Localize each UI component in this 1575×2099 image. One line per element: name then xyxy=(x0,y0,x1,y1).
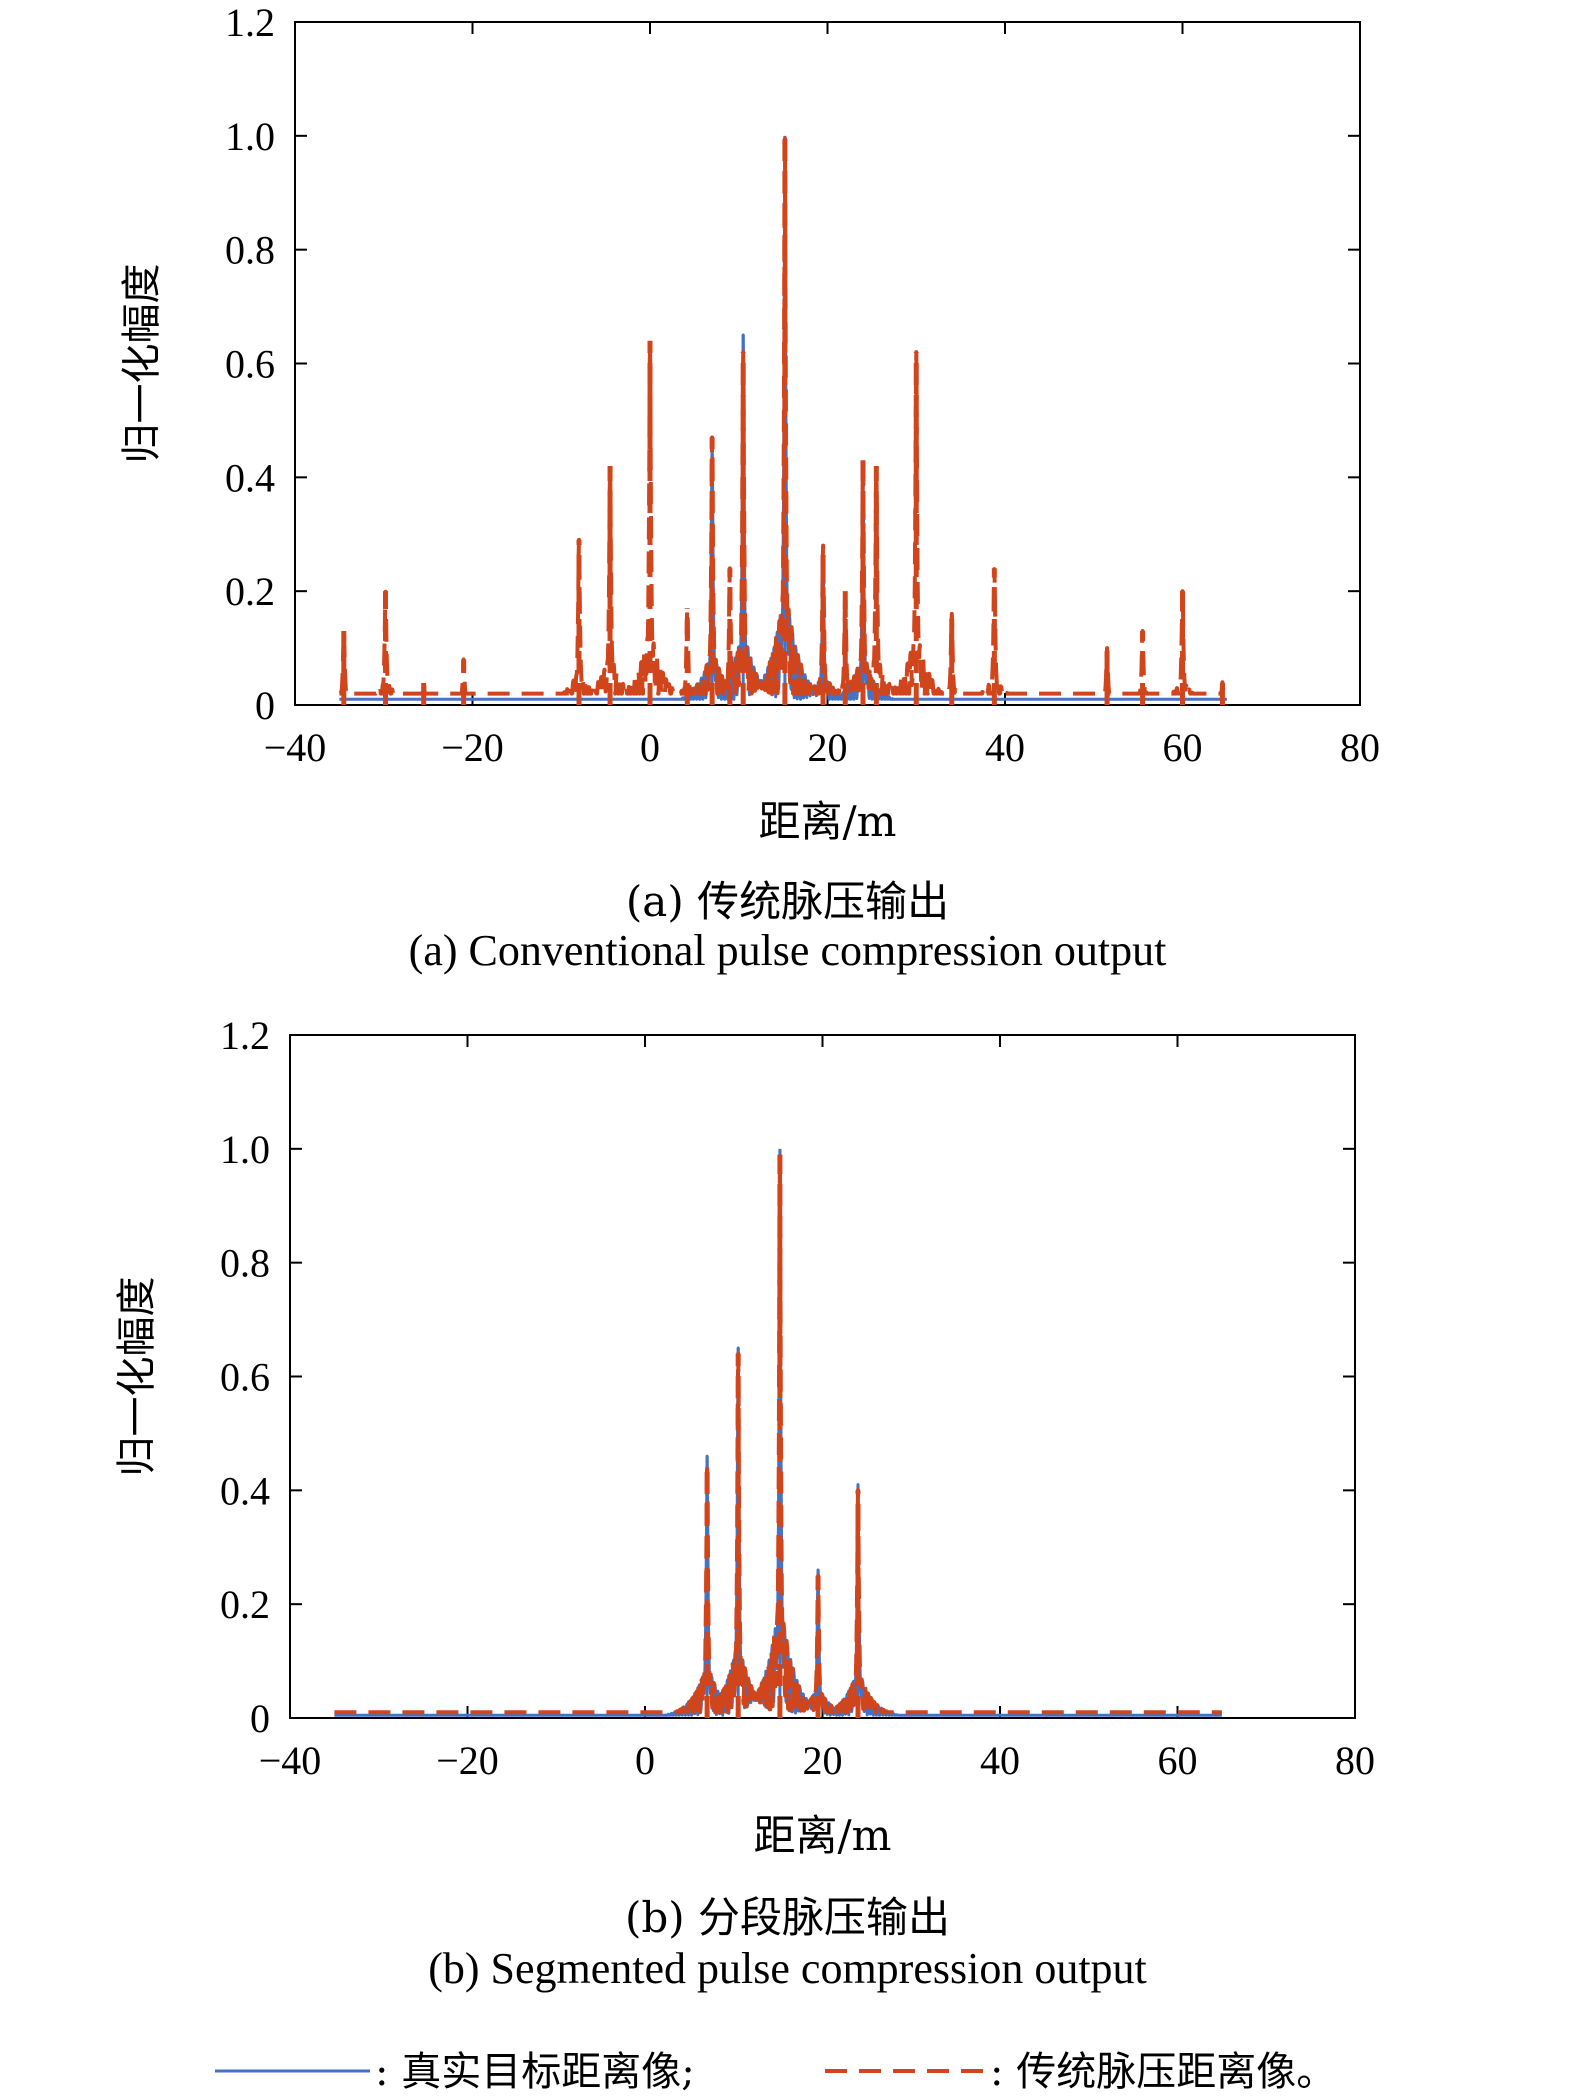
y-tick-label: 0.4 xyxy=(225,455,275,500)
y-axis-label: 归一化幅度 xyxy=(119,264,165,464)
x-tick-label: 80 xyxy=(1335,1738,1375,1783)
x-tick-label: 20 xyxy=(803,1738,843,1783)
x-tick-label: 40 xyxy=(980,1738,1020,1783)
chart-b-plot: −40 −20 0 20 40 60 80 0 0.2 0.4 0.6 0.8 1.0 1.2 距离/m 归一… xyxy=(114,1013,1375,1860)
y-tick-label: 0.8 xyxy=(220,1241,270,1286)
x-tick-label: −20 xyxy=(436,1738,499,1783)
legend: : 真实目标距离像; : 传统脉压距离像。 xyxy=(215,2049,1336,2095)
x-tick-label: 40 xyxy=(985,725,1025,770)
x-axis-label: 距离/m xyxy=(759,797,897,846)
plot-frame xyxy=(294,21,1361,706)
x-tick-label: −40 xyxy=(259,1738,322,1783)
y-tick-label: 0.2 xyxy=(225,569,275,614)
chart-a-subtitle: (a) Conventional pulse compression outpu… xyxy=(408,926,1167,975)
chart-panel-a: −40 −20 0 20 40 60 80 0 0.2 0.4 0.6 0.8 1.0 1.2 距离/m 归一… xyxy=(0,0,1575,975)
y-tick-label: 1.0 xyxy=(220,1127,270,1172)
series-line-conventional xyxy=(332,1155,1224,1715)
y-tick-label: 1.0 xyxy=(225,114,275,159)
y-tick-label: 0 xyxy=(255,683,275,728)
series-line-true-target xyxy=(333,1150,1223,1717)
x-tick-label: 60 xyxy=(1158,1738,1198,1783)
x-tick-label: 80 xyxy=(1340,725,1380,770)
chart-a-title: (a) 传统脉压输出 xyxy=(625,877,950,926)
x-tick-label: −40 xyxy=(264,725,327,770)
x-tick-label: −20 xyxy=(441,725,504,770)
y-tick-label: 1.2 xyxy=(225,0,275,45)
y-tick-label: 0.4 xyxy=(220,1468,270,1513)
x-tick-label: 0 xyxy=(635,1738,655,1783)
y-tick-label: 0 xyxy=(250,1696,270,1741)
x-tick-label: 0 xyxy=(640,725,660,770)
y-tick-label: 0.2 xyxy=(220,1582,270,1627)
chart-a-plot: −40 −20 0 20 40 60 80 0 0.2 0.4 0.6 0.8 1.0 1.2 距离/m 归一… xyxy=(119,0,1380,846)
y-tick-label: 0.6 xyxy=(225,342,275,387)
series-line-conventional xyxy=(337,136,1229,696)
chart-b-title: (b) 分段脉压输出 xyxy=(624,1893,950,1942)
x-tick-label: 20 xyxy=(808,725,848,770)
y-tick-label: 0.6 xyxy=(220,1355,270,1400)
chart-b-subtitle: (b) Segmented pulse compression output xyxy=(428,1944,1147,1993)
legend-solid-label: : 真实目标距离像; xyxy=(375,2049,695,2095)
x-tick-label: 60 xyxy=(1163,725,1203,770)
plot-frame xyxy=(289,1034,1356,1719)
x-axis-label: 距离/m xyxy=(754,1811,892,1860)
legend-dashed-label: : 传统脉压距离像。 xyxy=(990,2049,1336,2095)
y-axis-label: 归一化幅度 xyxy=(114,1277,160,1477)
y-tick-label: 1.2 xyxy=(220,1013,270,1058)
y-tick-label: 0.8 xyxy=(225,228,275,273)
chart-panel-b: −40 −20 0 20 40 60 80 0 0.2 0.4 0.6 0.8 1.0 1.2 距离/m 归一… xyxy=(0,1000,1575,2040)
